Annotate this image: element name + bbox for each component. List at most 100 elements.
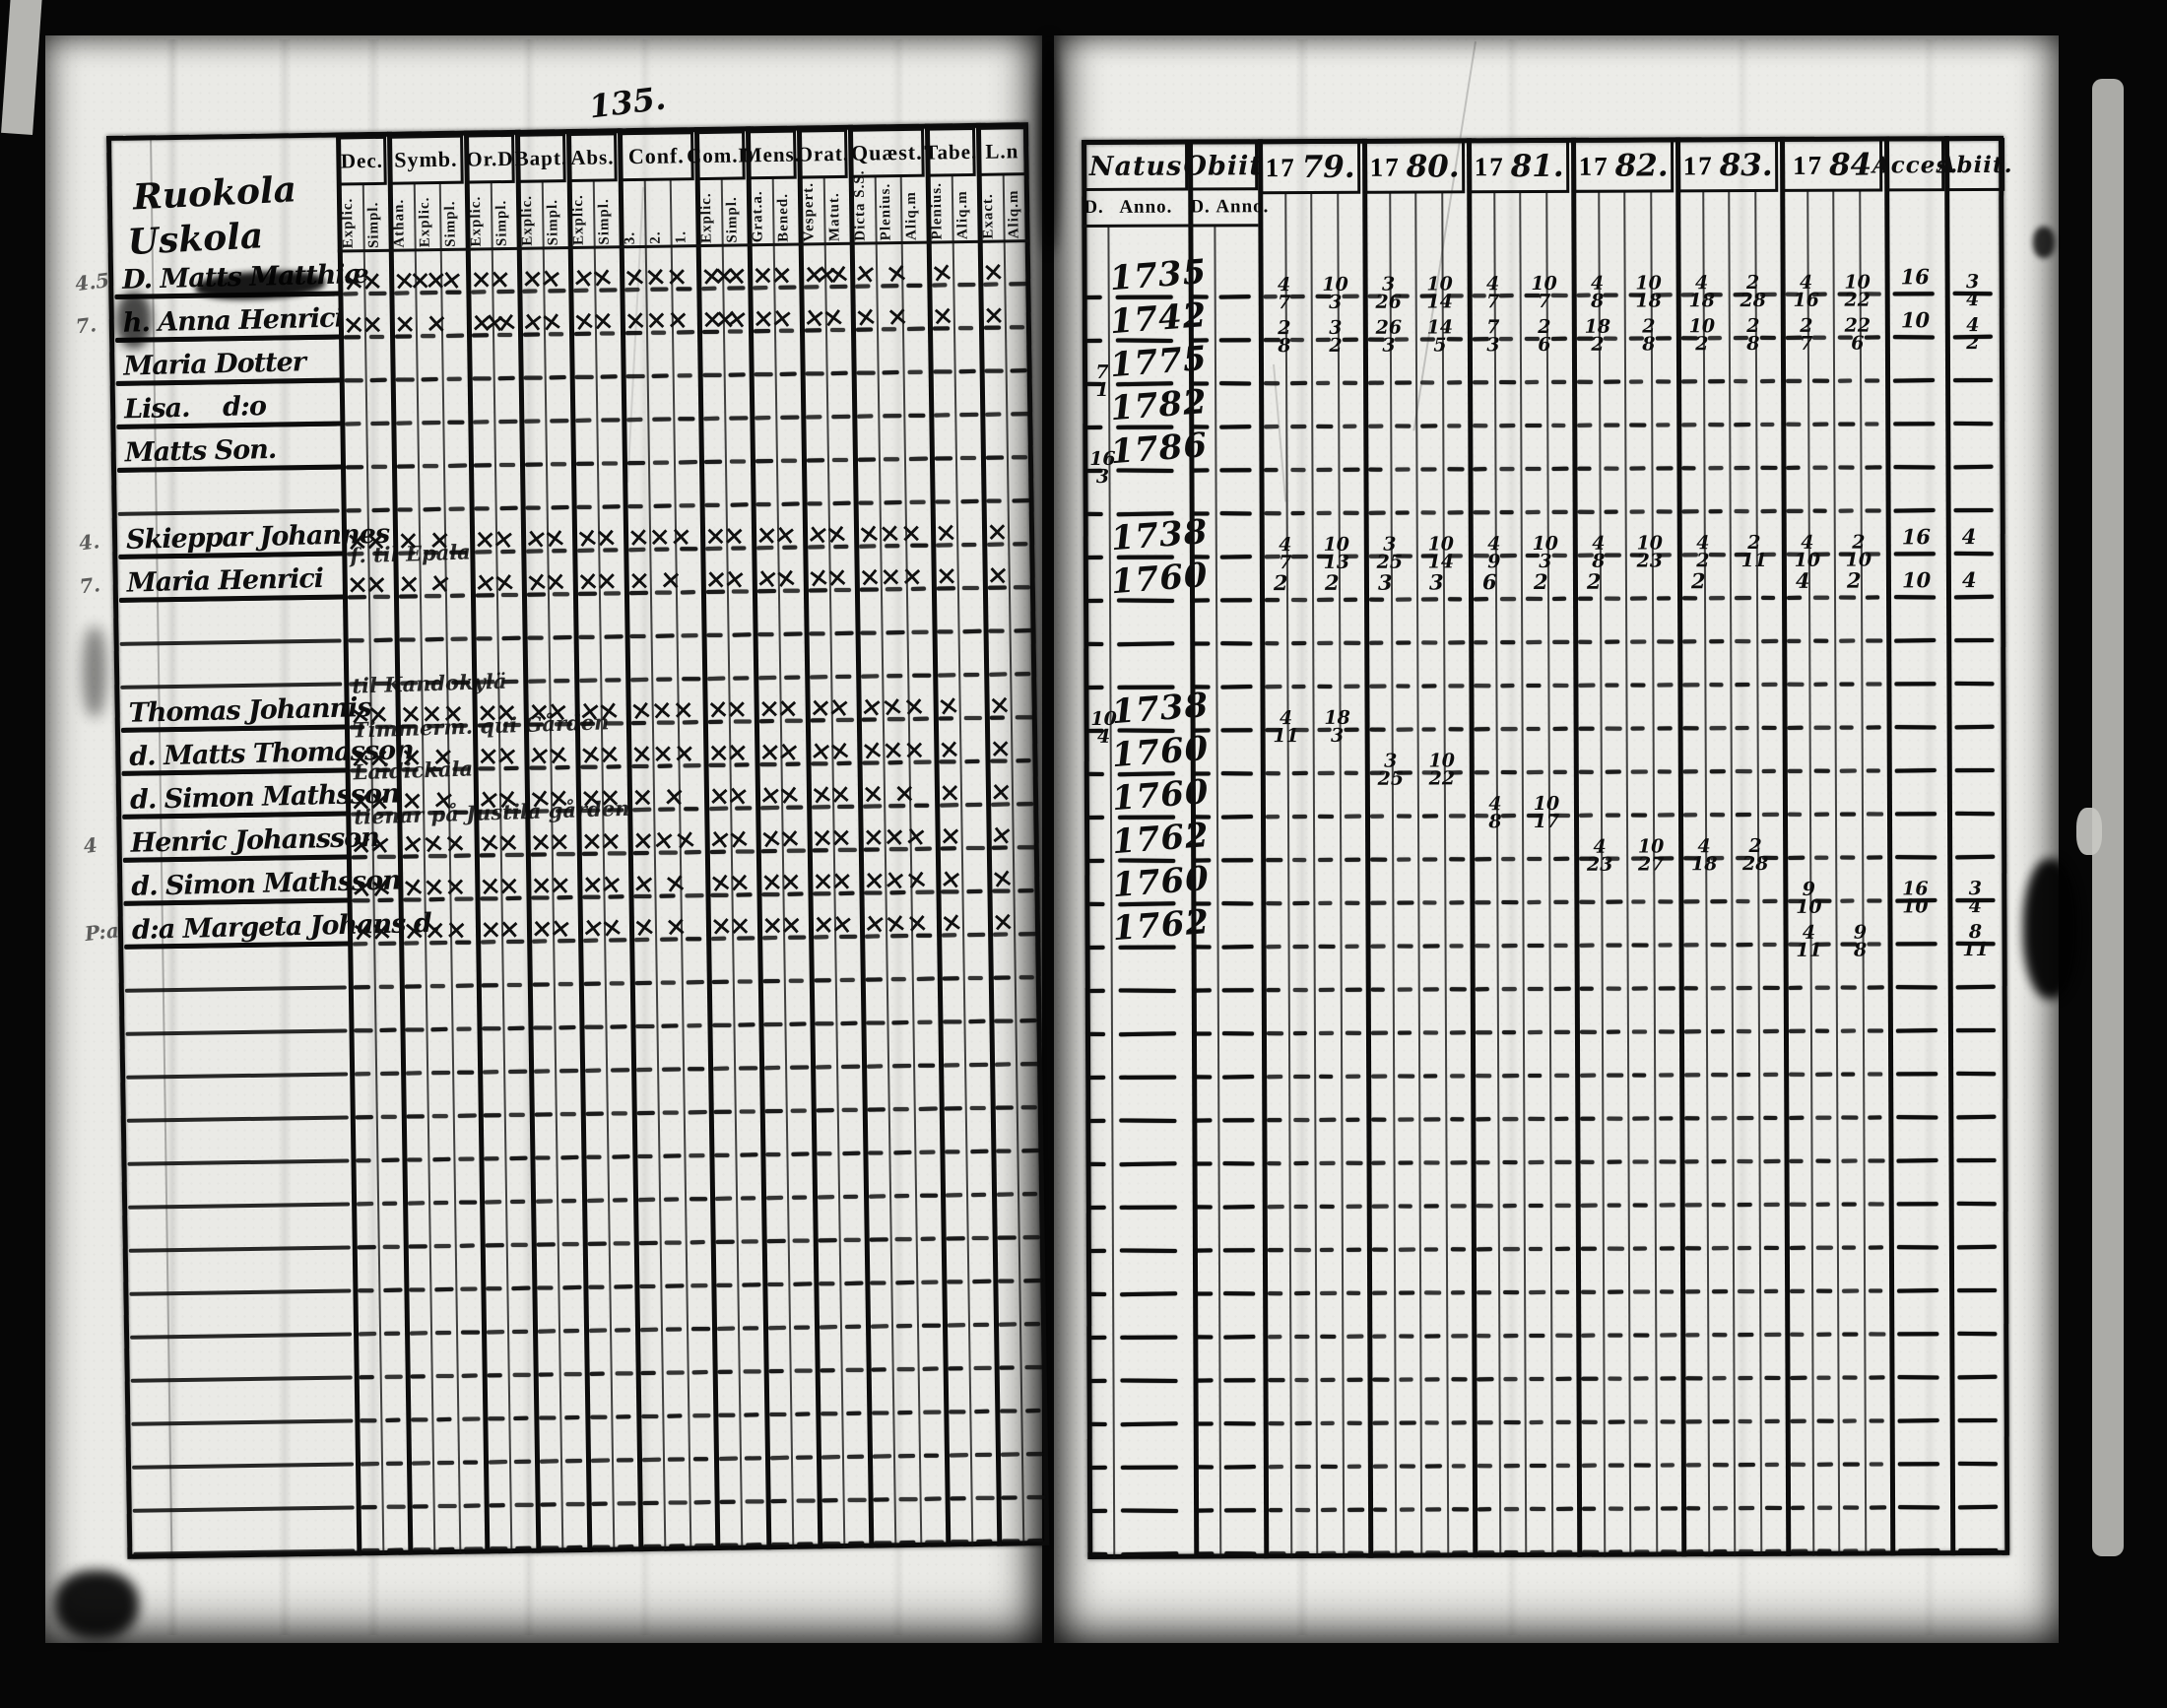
cell-dash	[719, 1499, 736, 1504]
x-mark: ×	[725, 736, 750, 769]
cell-dash	[1346, 1507, 1364, 1512]
cell-dash	[1342, 424, 1356, 428]
cell-dash	[909, 499, 926, 504]
cell-dash	[1501, 987, 1517, 992]
cell-dash	[945, 1150, 960, 1154]
cell-dash	[1896, 1157, 1938, 1163]
cell-dash	[1682, 639, 1697, 644]
communion-date-value: 26 3	[1375, 316, 1403, 357]
cell-dash	[489, 1503, 505, 1508]
cell-dash	[407, 1157, 423, 1162]
cell-dash	[831, 414, 851, 420]
cell-dash	[615, 1371, 633, 1376]
cell-dash	[742, 1326, 759, 1331]
x-mark: ×	[665, 261, 689, 293]
cell-dash	[1682, 596, 1698, 601]
cell-dash	[1738, 1462, 1755, 1468]
x-mark: ×	[933, 516, 958, 550]
cell-dash	[999, 1365, 1015, 1370]
cell-dash	[767, 1325, 787, 1331]
cell-dash	[1265, 684, 1282, 690]
column-subheader-label: Athan.	[390, 198, 408, 248]
cell-dash	[509, 1155, 528, 1161]
cell-dash	[678, 417, 695, 422]
cell-dash	[1577, 509, 1595, 514]
cell-dash	[922, 1323, 942, 1328]
cell-dash	[1896, 1072, 1938, 1077]
cell-dash	[1790, 1462, 1806, 1467]
cell-dash	[755, 458, 773, 464]
cell-dash	[1894, 682, 1937, 687]
cell-dash	[564, 1458, 583, 1464]
cell-dash	[1398, 1290, 1414, 1295]
cell-dash	[1956, 1244, 1997, 1250]
cell-dash	[1607, 1333, 1622, 1338]
cell-dash	[729, 459, 746, 464]
x-mark: ×	[538, 262, 564, 296]
column-subheader-label: Plenius.	[877, 182, 894, 241]
cell-dash	[410, 1331, 428, 1336]
person-name: Lisa. d:o	[123, 391, 267, 426]
cell-dash	[1581, 1333, 1596, 1338]
cell-dash	[651, 373, 669, 378]
cell-dash	[1581, 1419, 1598, 1424]
cell-dash	[1530, 1506, 1546, 1512]
cell-dash	[1893, 377, 1936, 383]
cell-dash	[586, 1154, 602, 1159]
cell-dash	[488, 1459, 508, 1465]
cell-dash	[667, 1457, 686, 1462]
cell-dash	[1739, 1548, 1754, 1554]
cell-dash	[1017, 802, 1034, 807]
cell-dash	[1685, 1333, 1700, 1338]
cell-dash	[917, 1019, 933, 1024]
cell-dash	[643, 1544, 662, 1548]
cell-dash	[1321, 1550, 1337, 1555]
cell-dash	[1294, 1464, 1311, 1470]
x-mark: ×	[359, 265, 385, 297]
cell-dash	[920, 1193, 939, 1198]
x-mark: ×	[662, 780, 687, 814]
x-mark: ×	[899, 560, 924, 593]
x-mark: ×	[548, 869, 572, 901]
cell-dash	[1737, 1072, 1751, 1078]
cell-dash	[1089, 1205, 1106, 1211]
cell-dash	[1221, 945, 1254, 950]
cell-dash	[1814, 985, 1830, 990]
cell-dash	[948, 1366, 963, 1371]
x-mark: ×	[777, 821, 803, 855]
cell-dash	[1710, 1029, 1725, 1034]
cell-dash	[617, 1501, 636, 1506]
cell-dash	[867, 1107, 886, 1112]
cell-dash	[1193, 598, 1211, 603]
cell-dash	[703, 459, 723, 465]
cell-dash	[348, 638, 364, 643]
x-mark: ×	[396, 567, 422, 601]
column-subheader-label: Simpl.	[493, 199, 510, 247]
cell-dash	[857, 414, 874, 419]
cell-dash	[1224, 1508, 1257, 1513]
x-mark: ×	[672, 822, 699, 857]
cell-dash	[473, 463, 492, 468]
cell-dash	[894, 1237, 912, 1242]
cell-dash	[1222, 1205, 1255, 1210]
cell-dash	[814, 978, 831, 983]
cell-dash	[1762, 1072, 1778, 1077]
interlinear-note: ſ. til Epala	[349, 539, 472, 568]
cell-dash	[558, 982, 573, 987]
cell-dash	[1738, 1419, 1752, 1424]
cell-dash	[1222, 1248, 1255, 1253]
cell-dash	[922, 1366, 939, 1371]
cell-dash	[1473, 510, 1490, 515]
cell-dash	[789, 1021, 807, 1026]
cell-dash	[934, 456, 952, 461]
x-mark: ×	[497, 870, 521, 902]
cell-dash	[891, 1019, 909, 1025]
cell-dash	[540, 1502, 557, 1507]
cell-dash	[1896, 1202, 1938, 1207]
cell-dash	[1708, 683, 1723, 688]
cell-dash	[369, 377, 387, 383]
cell-dash	[857, 457, 876, 462]
cell-dash	[1264, 511, 1281, 516]
cell-dash	[525, 505, 541, 510]
